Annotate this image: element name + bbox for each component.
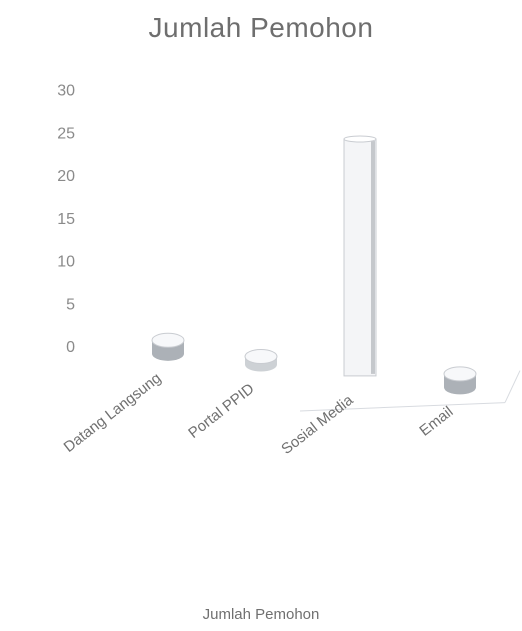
legend-entry: Jumlah Pemohon <box>202 606 320 623</box>
y-tick-label: 20 <box>57 168 75 185</box>
bars <box>151 135 477 395</box>
bar-cap <box>443 366 477 382</box>
chart-floor <box>299 370 521 412</box>
x-tick-label: Datang Langsung <box>61 370 165 456</box>
y-tick-label: 10 <box>57 254 75 271</box>
bar-cap <box>244 349 278 365</box>
bar-cap <box>343 135 377 143</box>
bar <box>244 349 278 372</box>
floor-edge-line <box>504 370 521 403</box>
x-tick-label: Portal PPID <box>185 380 257 442</box>
x-tick-label: Sosial Media <box>278 391 357 458</box>
bar <box>151 332 185 361</box>
bar-shade <box>371 141 375 374</box>
chart-title: Jumlah Pemohon <box>148 12 374 43</box>
y-tick-label: 0 <box>66 339 75 356</box>
bar-cap <box>151 332 185 348</box>
bar <box>443 366 477 395</box>
bar <box>343 135 377 377</box>
bar-body <box>343 138 377 377</box>
x-tick-label: Email <box>416 403 456 439</box>
y-tick-label: 30 <box>57 83 75 100</box>
floor-line <box>299 402 506 412</box>
y-tick-label: 25 <box>57 125 75 142</box>
y-tick-label: 15 <box>57 211 75 228</box>
y-tick-label: 5 <box>66 296 75 313</box>
y-axis-ticks: 0 5 10 15 20 25 30 <box>57 83 75 357</box>
x-axis-labels: Datang Langsung Portal PPID Sosial Media Em… <box>61 370 457 458</box>
